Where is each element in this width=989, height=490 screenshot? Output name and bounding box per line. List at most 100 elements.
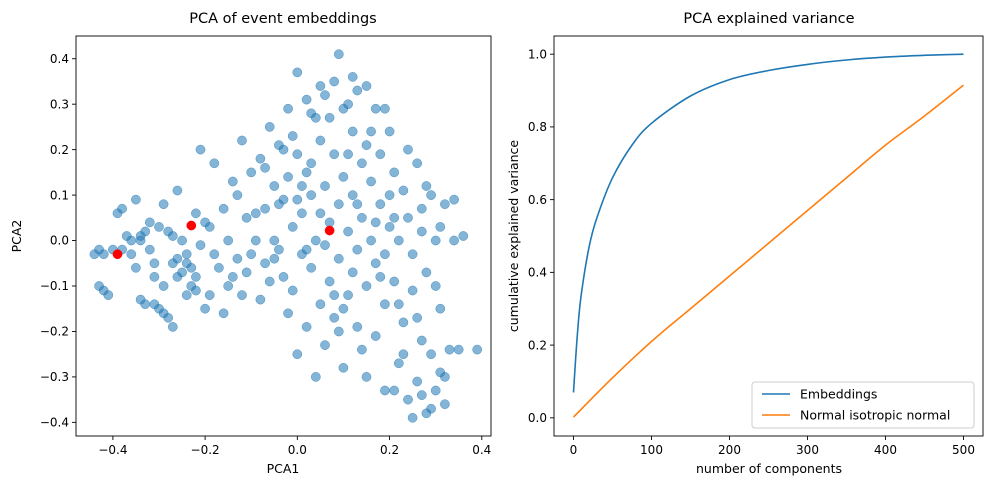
- embedding-point: [412, 312, 423, 323]
- embedding-point: [384, 190, 395, 200]
- embedding-point: [315, 299, 326, 310]
- embedding-point: [149, 272, 160, 282]
- scatter-xtick-label: 0.2: [380, 443, 399, 457]
- embedding-point: [255, 294, 266, 305]
- embedding-point: [333, 49, 344, 60]
- embedding-point: [352, 85, 363, 96]
- embedding-point: [375, 199, 386, 210]
- embedding-point: [140, 299, 151, 310]
- variance-lines: [572, 53, 964, 418]
- embedding-point: [154, 222, 164, 232]
- embedding-point: [370, 331, 381, 341]
- embedding-point: [389, 276, 400, 287]
- embedding-point: [315, 81, 326, 91]
- scatter-ytick-label: 0.1: [50, 188, 69, 202]
- embedding-point: [301, 94, 312, 105]
- variance-ytick-label: 0.2: [528, 338, 547, 352]
- embedding-point: [140, 226, 151, 237]
- embedding-point: [416, 226, 427, 237]
- embedding-point: [407, 249, 418, 260]
- embedding-point: [237, 135, 247, 146]
- embedding-point: [352, 322, 363, 332]
- embedding-point: [389, 212, 400, 223]
- embedding-point: [361, 140, 372, 150]
- embedding-point: [343, 290, 353, 300]
- embedding-point: [333, 199, 344, 210]
- embedding-point: [375, 272, 386, 282]
- legend-box: [751, 381, 975, 429]
- embedding-point: [241, 212, 252, 223]
- embedding-point: [384, 126, 395, 137]
- embedding-point: [338, 172, 349, 182]
- embedding-point: [352, 244, 363, 255]
- scatter-y-ticks: −0.4 −0.3 −0.2 −0.1 0.0 0.1 0.2 0.3 0.4: [40, 52, 76, 430]
- embedding-point: [292, 194, 303, 205]
- embedding-point: [375, 149, 386, 160]
- embedding-point: [292, 349, 303, 360]
- embedding-point: [343, 99, 353, 110]
- embedding-point: [315, 208, 326, 219]
- scatter-ylabel: PCA2: [9, 220, 24, 253]
- embedding-point: [426, 349, 436, 360]
- embedding-point: [333, 326, 344, 337]
- scatter-ytick-label: −0.1: [40, 279, 69, 293]
- embedding-point: [209, 249, 220, 260]
- scatter-plot: PCA of event embeddings −0.4 −0.2 0.0 0.2 0.…: [9, 11, 492, 476]
- embedding-point: [352, 199, 363, 210]
- embedding-point: [389, 167, 400, 178]
- embedding-point: [343, 149, 353, 160]
- embedding-point: [361, 281, 372, 291]
- embedding-point: [347, 267, 358, 278]
- embedding-point: [361, 81, 372, 91]
- embedding-point: [204, 290, 215, 300]
- embedding-point: [416, 390, 427, 400]
- embedding-point: [324, 112, 335, 123]
- embedding-point: [218, 308, 229, 319]
- embedding-point: [315, 135, 326, 146]
- embedding-point: [278, 272, 289, 282]
- embedding-point: [333, 253, 344, 264]
- scatter-ytick-label: 0.4: [50, 52, 69, 66]
- embedding-point: [430, 385, 441, 396]
- embedding-point: [421, 267, 432, 278]
- embedding-point: [269, 181, 280, 191]
- embedding-point: [195, 144, 206, 155]
- embedding-point: [158, 199, 169, 210]
- embedding-point: [370, 217, 381, 228]
- embedding-point: [241, 267, 252, 278]
- embedding-point: [407, 285, 418, 296]
- scatter-xtick-label: 0.4: [472, 443, 491, 457]
- variance-xtick-label: 500: [952, 443, 975, 457]
- variance-plot: PCA explained variance 0 100 200 300 400 500 …: [506, 11, 984, 476]
- embedding-point: [301, 244, 312, 255]
- embedding-point: [435, 303, 446, 314]
- embedding-point: [393, 299, 404, 310]
- embedding-point: [260, 203, 270, 214]
- embedding-point: [426, 190, 436, 200]
- embedding-point: [274, 199, 284, 210]
- embedding-point: [223, 281, 234, 291]
- embedding-point: [324, 276, 335, 287]
- embedding-point: [320, 90, 330, 100]
- scatter-points: [89, 49, 483, 423]
- embedding-point: [163, 312, 174, 323]
- embedding-point: [453, 344, 464, 355]
- variance-ylabel: cumulative explained variance: [506, 140, 521, 333]
- embedding-point: [361, 372, 372, 382]
- embedding-point: [380, 385, 390, 396]
- embedding-point: [191, 272, 201, 282]
- embedding-point: [191, 285, 201, 296]
- variance-xtick-label: 400: [874, 443, 897, 457]
- embedding-point: [338, 303, 349, 314]
- embedding-point: [103, 290, 114, 300]
- embedding-point: [232, 253, 243, 264]
- embedding-point: [181, 249, 192, 260]
- embedding-point: [227, 176, 238, 187]
- normal-line: [572, 84, 964, 418]
- embedding-point: [458, 231, 469, 241]
- embedding-point: [329, 290, 340, 300]
- embedding-point: [403, 394, 413, 405]
- scatter-ytick-label: −0.3: [40, 370, 69, 384]
- embedding-point: [214, 262, 224, 273]
- embedding-point: [177, 235, 187, 246]
